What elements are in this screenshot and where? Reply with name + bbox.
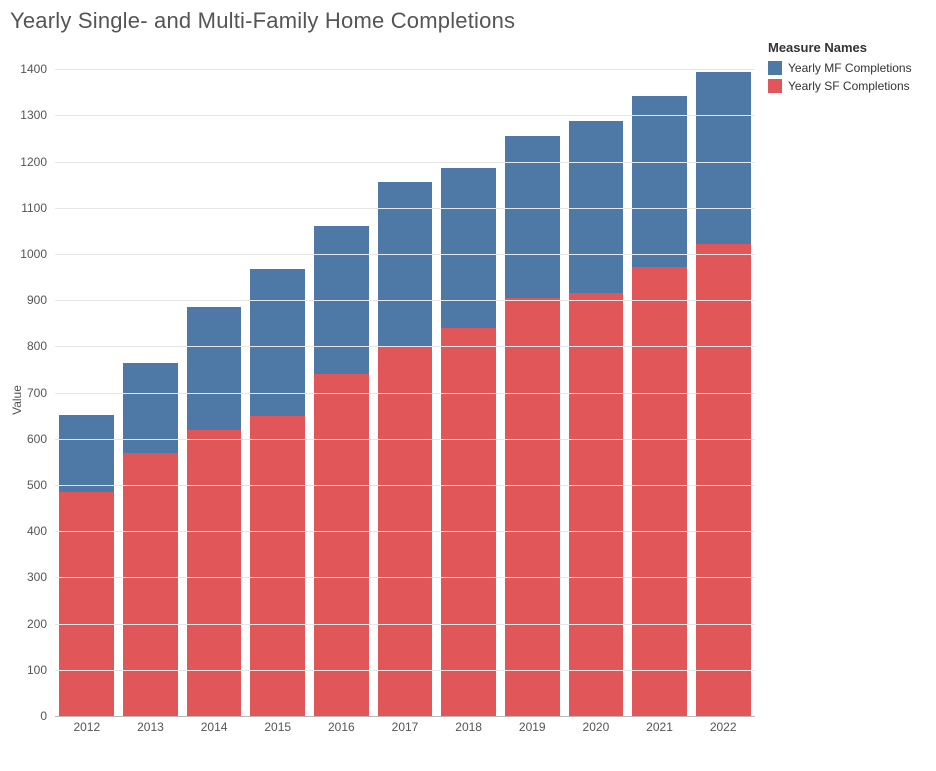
plot-area: 0100200300400500600700800900100011001200… bbox=[55, 46, 755, 716]
y-tick-label: 400 bbox=[7, 524, 47, 538]
bar-segment-sf[interactable] bbox=[314, 374, 369, 716]
y-tick-label: 700 bbox=[7, 386, 47, 400]
bar-segment-mf[interactable] bbox=[441, 168, 496, 328]
x-tick-label: 2015 bbox=[264, 720, 291, 734]
bar-segment-sf[interactable] bbox=[632, 267, 687, 716]
y-tick-label: 1200 bbox=[7, 155, 47, 169]
x-tick-label: 2018 bbox=[455, 720, 482, 734]
chart-container: Yearly Single- and Multi-Family Home Com… bbox=[0, 0, 936, 771]
y-tick-label: 0 bbox=[7, 709, 47, 723]
x-tick-label: 2017 bbox=[392, 720, 419, 734]
legend-swatch bbox=[768, 61, 782, 75]
legend-item[interactable]: Yearly MF Completions bbox=[768, 59, 930, 77]
grid-line bbox=[55, 577, 755, 578]
grid-line bbox=[55, 300, 755, 301]
bars-layer bbox=[55, 46, 755, 716]
bar-segment-mf[interactable] bbox=[59, 415, 114, 492]
bar-segment-mf[interactable] bbox=[378, 182, 433, 347]
legend: Measure Names Yearly MF CompletionsYearl… bbox=[760, 40, 930, 771]
bar-segment-sf[interactable] bbox=[59, 492, 114, 716]
bar-segment-mf[interactable] bbox=[632, 96, 687, 267]
grid-line bbox=[55, 485, 755, 486]
y-tick-label: 1300 bbox=[7, 108, 47, 122]
x-tick-label: 2016 bbox=[328, 720, 355, 734]
bar-segment-sf[interactable] bbox=[123, 453, 178, 716]
y-tick-label: 600 bbox=[7, 432, 47, 446]
y-tick-label: 1000 bbox=[7, 247, 47, 261]
bar-segment-mf[interactable] bbox=[505, 136, 560, 298]
grid-line bbox=[55, 346, 755, 347]
grid-line bbox=[55, 254, 755, 255]
y-tick-label: 900 bbox=[7, 293, 47, 307]
legend-item[interactable]: Yearly SF Completions bbox=[768, 77, 930, 95]
y-tick-label: 300 bbox=[7, 570, 47, 584]
bar-segment-sf[interactable] bbox=[250, 416, 305, 716]
bar-segment-mf[interactable] bbox=[696, 72, 751, 244]
x-tick-label: 2021 bbox=[646, 720, 673, 734]
grid-line bbox=[55, 69, 755, 70]
bar-segment-sf[interactable] bbox=[505, 298, 560, 716]
y-tick-label: 200 bbox=[7, 617, 47, 631]
bar-segment-mf[interactable] bbox=[187, 307, 242, 430]
bar-segment-sf[interactable] bbox=[187, 430, 242, 716]
chart-zone: Value 0100200300400500600700800900100011… bbox=[0, 40, 760, 760]
chart-title: Yearly Single- and Multi-Family Home Com… bbox=[0, 0, 936, 40]
y-tick-label: 100 bbox=[7, 663, 47, 677]
grid-line bbox=[55, 393, 755, 394]
x-tick-label: 2012 bbox=[73, 720, 100, 734]
bar-segment-sf[interactable] bbox=[696, 244, 751, 716]
grid-line bbox=[55, 624, 755, 625]
y-tick-label: 1400 bbox=[7, 62, 47, 76]
axis-baseline bbox=[55, 716, 755, 717]
grid-line bbox=[55, 531, 755, 532]
grid-line bbox=[55, 208, 755, 209]
grid-line bbox=[55, 439, 755, 440]
x-tick-label: 2020 bbox=[583, 720, 610, 734]
legend-items: Yearly MF Completions Yearly SF Completio… bbox=[768, 59, 930, 95]
bar-segment-sf[interactable] bbox=[441, 328, 496, 716]
legend-label: Yearly MF Completions bbox=[788, 61, 912, 75]
x-tick-label: 2019 bbox=[519, 720, 546, 734]
grid-line bbox=[55, 670, 755, 671]
y-tick-label: 800 bbox=[7, 339, 47, 353]
legend-title: Measure Names bbox=[768, 40, 930, 55]
bar-segment-sf[interactable] bbox=[569, 293, 624, 716]
y-tick-label: 1100 bbox=[7, 201, 47, 215]
x-tick-label: 2014 bbox=[201, 720, 228, 734]
y-tick-label: 500 bbox=[7, 478, 47, 492]
x-tick-label: 2013 bbox=[137, 720, 164, 734]
grid-line bbox=[55, 162, 755, 163]
legend-label: Yearly SF Completions bbox=[788, 79, 910, 93]
x-tick-label: 2022 bbox=[710, 720, 737, 734]
legend-swatch bbox=[768, 79, 782, 93]
grid-line bbox=[55, 115, 755, 116]
main-row: Value 0100200300400500600700800900100011… bbox=[0, 40, 936, 771]
bar-segment-mf[interactable] bbox=[250, 269, 305, 416]
